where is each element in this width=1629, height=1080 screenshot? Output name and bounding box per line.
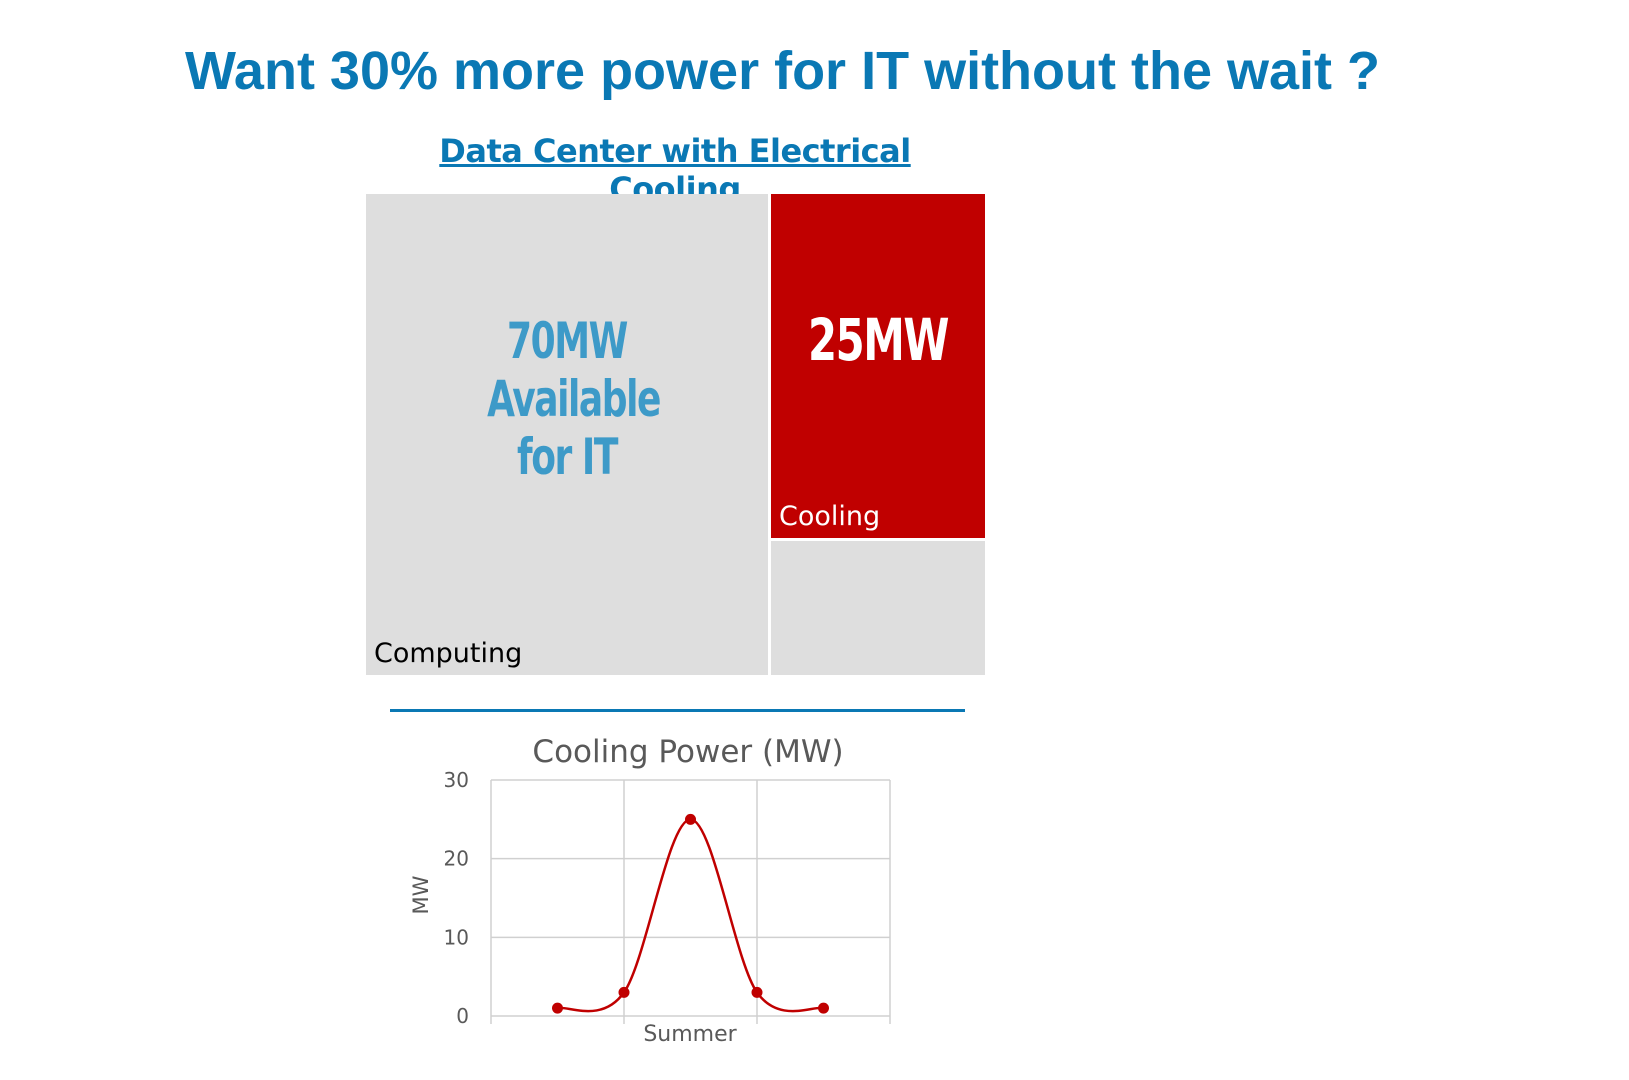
data-point xyxy=(552,1002,563,1014)
data-point xyxy=(685,813,696,825)
cooling-label: Cooling xyxy=(779,501,881,532)
tile-computing: 70MW Available for IT Computing xyxy=(366,194,768,675)
tile-other xyxy=(771,541,985,675)
y-axis-label: MW xyxy=(409,875,433,914)
data-point xyxy=(751,986,763,998)
data-point xyxy=(618,986,630,998)
page-title: Want 30% more power for IT without the w… xyxy=(184,41,1381,101)
treemap-subtitle: Data Center with Electrical Cooling xyxy=(439,132,911,208)
cooling-power-chart: Cooling Power (MW) MW Summer 0 10 20 30 xyxy=(409,734,891,1047)
y-tick-label: 0 xyxy=(456,1004,469,1028)
cooling-value-text: 25MW xyxy=(808,306,949,374)
y-tick-label: 10 xyxy=(444,925,469,949)
data-point xyxy=(818,1002,829,1014)
divider xyxy=(390,709,965,712)
y-tick-label: 30 xyxy=(444,768,469,792)
computing-label: Computing xyxy=(374,638,523,669)
computing-value-text: 70MW Available for IT xyxy=(487,312,661,486)
tile-cooling: 25MW Cooling xyxy=(771,194,985,538)
chart-title: Cooling Power (MW) xyxy=(532,734,843,770)
y-tick-label: 20 xyxy=(444,847,469,871)
series-line xyxy=(557,818,824,1013)
x-tick-label: Summer xyxy=(643,1022,737,1047)
